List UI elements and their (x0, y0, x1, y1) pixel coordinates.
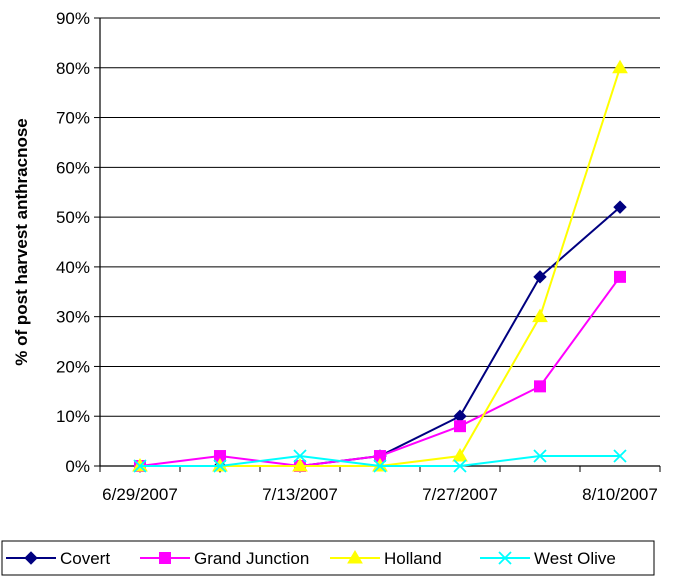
data-point-square (534, 380, 546, 393)
series-line (140, 206, 621, 467)
y-tick-label: 60% (56, 158, 90, 177)
series-line (139, 276, 621, 468)
y-tick-label: 20% (56, 357, 90, 376)
legend-label: West Olive (534, 549, 616, 568)
legend-label: Grand Junction (194, 549, 309, 568)
legend-box (1, 540, 655, 576)
legend-entry: Grand Junction (140, 549, 309, 568)
data-point-diamond (613, 200, 627, 214)
y-axis-ticks: 0% 10% 20% 30% 40% 50% 60% 70% 80% 90% (56, 9, 100, 476)
data-point-x (133, 459, 147, 473)
x-axis-ticks: 6/29/2007 7/13/2007 7/27/2007 8/10/2007 (99, 466, 661, 504)
data-point-square (159, 552, 171, 564)
legend-label: Holland (384, 549, 442, 568)
y-tick-label: 90% (56, 9, 90, 28)
y-tick-label: 0% (65, 457, 90, 476)
data-point-triangle (292, 458, 308, 472)
series-west-olive (133, 449, 627, 473)
series-group (132, 59, 628, 473)
y-tick-label: 40% (56, 258, 90, 277)
y-tick-label: 80% (56, 59, 90, 78)
data-point-square (614, 270, 626, 283)
data-point-x (213, 459, 227, 473)
legend: Covert Grand Junction Holland West Olive (1, 540, 655, 576)
data-point-triangle (532, 308, 548, 323)
data-point-triangle (612, 59, 628, 74)
y-tick-label: 70% (56, 109, 90, 128)
gridlines (100, 17, 660, 417)
data-point-diamond (533, 270, 547, 284)
data-point-square (454, 420, 466, 433)
x-tick-label: 7/13/2007 (262, 485, 338, 504)
y-tick-label: 50% (56, 208, 90, 227)
x-tick-label: 7/27/2007 (422, 485, 498, 504)
data-point-x (293, 449, 307, 463)
data-point-x (373, 459, 387, 473)
series-grand-junction (134, 270, 626, 472)
data-point-x (498, 551, 512, 565)
y-axis-title: % of post harvest anthracnose (12, 118, 31, 366)
series-covert (133, 200, 627, 473)
legend-label: Covert (60, 549, 110, 568)
legend-entry: Covert (6, 549, 110, 568)
data-point-triangle (452, 448, 468, 462)
axes (99, 18, 660, 467)
legend-entry: Holland (330, 549, 442, 568)
x-tick-label: 6/29/2007 (102, 485, 178, 504)
y-tick-label: 30% (56, 308, 90, 327)
data-point-triangle (347, 550, 363, 564)
data-point-x (613, 449, 627, 463)
x-tick-label: 8/10/2007 (582, 485, 658, 504)
data-point-x (453, 459, 467, 473)
y-tick-label: 10% (56, 407, 90, 426)
data-point-x (533, 449, 547, 463)
data-point-diamond (24, 551, 38, 565)
legend-entry: West Olive (480, 549, 616, 568)
